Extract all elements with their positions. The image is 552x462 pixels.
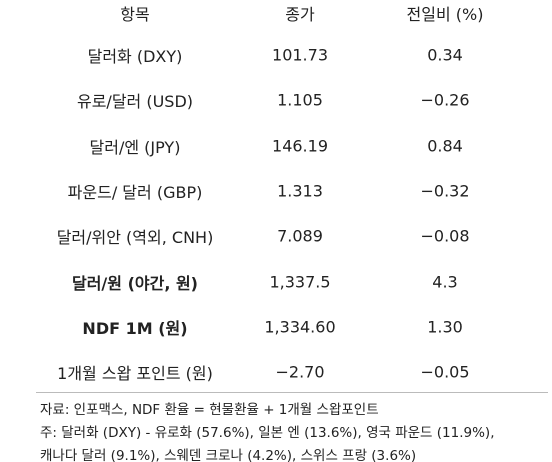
table-cell: 유로/달러 (USD) [76,92,194,112]
table-cell: 146.19 [272,136,328,156]
table-cell: 달러/엔 (JPY) [89,137,181,157]
footnote: 주: 달러화 (DXY) - 유로화 (57.6%), 일본 엔 (13.6%)… [40,425,495,441]
table-cell: 1개월 스왑 포인트 (원) [57,364,213,384]
table-cell: −0.05 [420,362,470,382]
footnote: 캐나다 달러 (9.1%), 스웨덴 크로나 (4.2%), 스위스 프랑 (3… [40,448,417,462]
table-cell: 달러/위안 (역외, CNH) [56,228,214,248]
table-cell: 파운드/ 달러 (GBP) [67,182,203,202]
table-cell: 1.313 [277,181,323,201]
table-cell: NDF 1M (원) [82,318,188,338]
table-cell: −2.70 [275,362,325,382]
table-cell: 1.105 [277,90,323,110]
table-cell: 7.089 [277,226,323,246]
table-cell: 101.73 [272,45,328,65]
table-cell: 달러/원 (야간, 원) [71,273,199,293]
table-cell: 4.3 [432,272,458,291]
header-cell: 항목 [120,5,150,24]
table-cell: −0.08 [420,226,470,246]
table-cell: 1.30 [427,317,463,337]
header-cell: 종가 [285,5,315,24]
table-cell: 달러화 (DXY) [87,47,183,66]
footnote: 자료: 인포맥스, NDF 환율 = 현물환율 + 1개월 스왑포인트 [40,402,379,418]
divider [36,392,548,393]
header-cell: 전일비 (%) [406,5,484,24]
table-cell: 0.34 [427,45,463,65]
table-cell: 1,334.60 [264,317,336,337]
table-cell: 1,337.5 [269,272,331,291]
table-cell: 0.84 [427,136,463,156]
table-cell: −0.26 [420,90,470,110]
table-cell: −0.32 [420,181,470,201]
